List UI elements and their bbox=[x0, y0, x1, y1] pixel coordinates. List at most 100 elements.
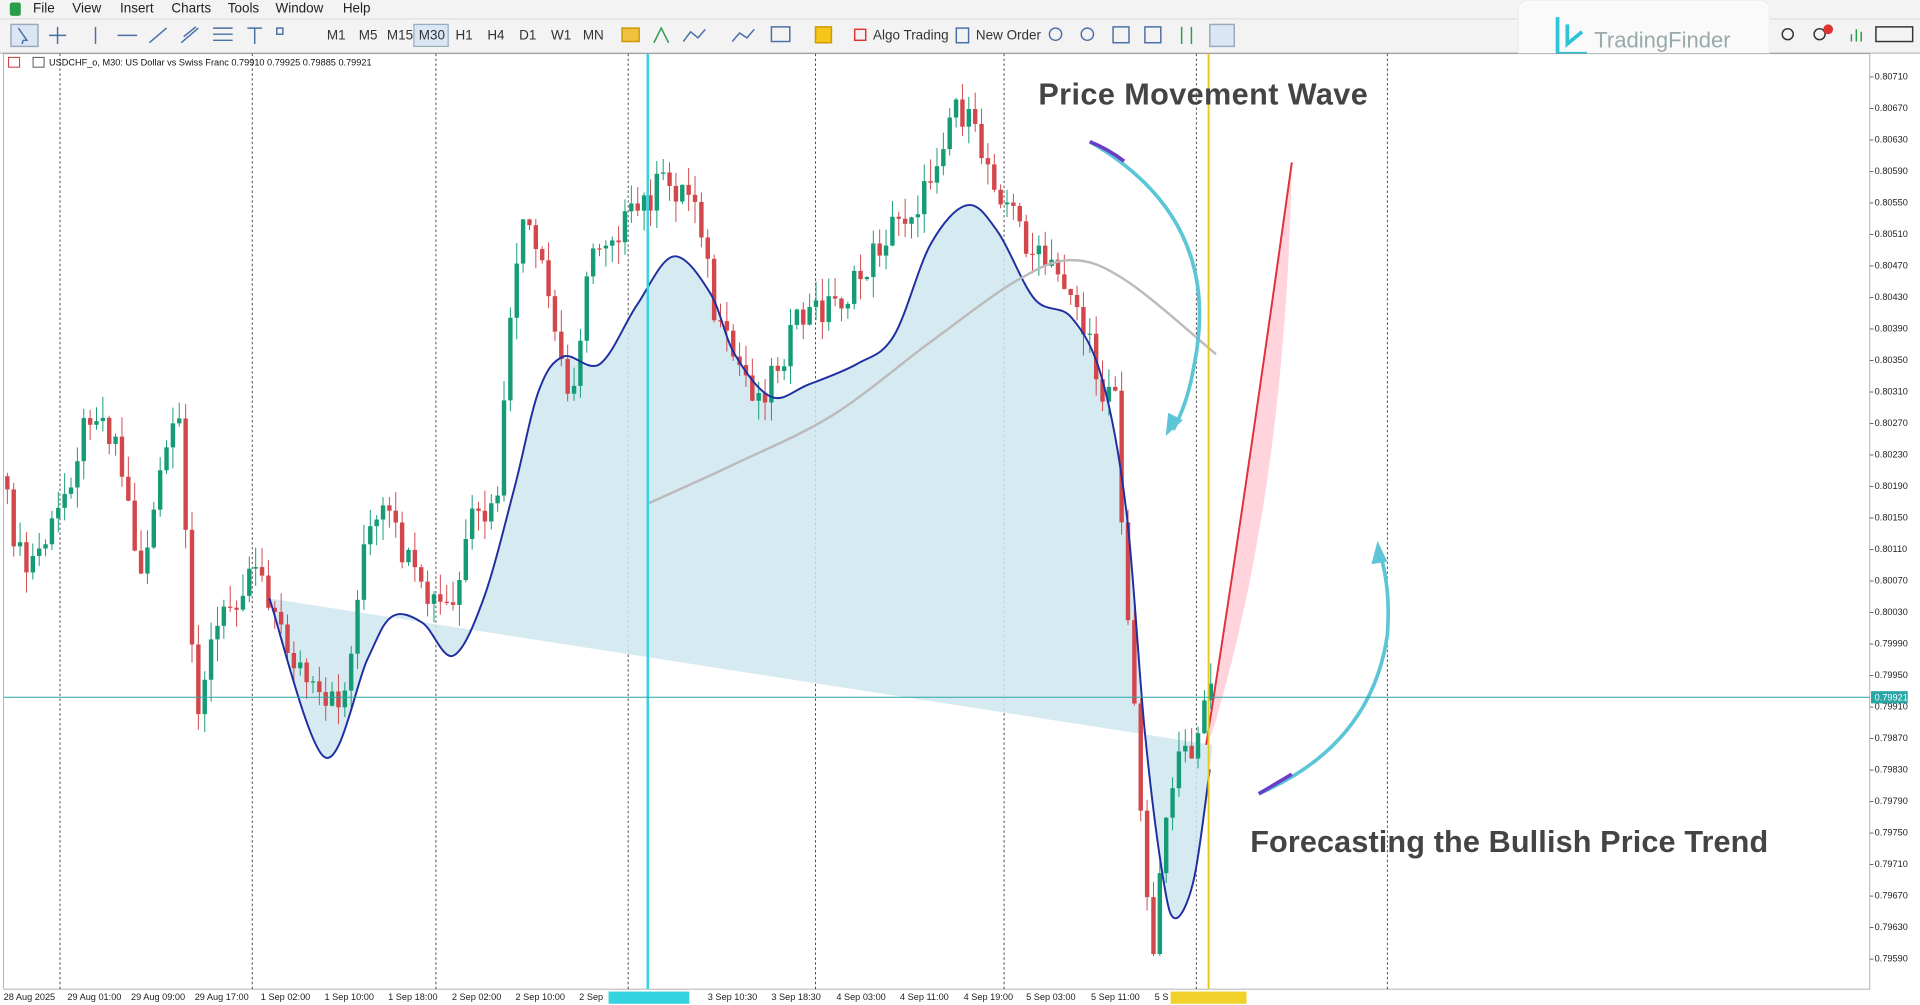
account-icon[interactable] bbox=[1875, 26, 1914, 43]
timeframe[interactable]: M1 bbox=[327, 28, 346, 43]
candle-body bbox=[699, 201, 704, 238]
candle-body bbox=[278, 611, 284, 625]
text-icon[interactable] bbox=[247, 27, 263, 44]
candle-body bbox=[177, 418, 182, 424]
candle-body bbox=[711, 258, 717, 321]
candle-body bbox=[151, 509, 156, 548]
separator bbox=[0, 18, 1920, 20]
timeframe[interactable]: W1 bbox=[551, 28, 571, 43]
candle-body bbox=[1144, 810, 1150, 898]
timeframe[interactable]: MN bbox=[583, 28, 604, 43]
new-order[interactable]: New Order bbox=[976, 28, 1042, 43]
candle-body bbox=[972, 109, 978, 124]
candle-body bbox=[1093, 333, 1099, 380]
candle-body bbox=[444, 601, 449, 603]
candle-body bbox=[832, 296, 838, 299]
y-tick-label: 0.79670 bbox=[1875, 891, 1908, 901]
timeframe[interactable]: M30 bbox=[419, 28, 445, 43]
candle-body bbox=[30, 555, 36, 573]
candle-body bbox=[87, 418, 93, 425]
timeframe[interactable]: D1 bbox=[519, 28, 536, 43]
search-icon[interactable] bbox=[1781, 27, 1794, 41]
algo-trading[interactable]: Algo Trading bbox=[873, 28, 949, 43]
y-tick-label: 0.80190 bbox=[1875, 481, 1908, 491]
candle-body bbox=[259, 567, 265, 576]
signal-icon bbox=[1850, 29, 1862, 42]
candle-body bbox=[966, 109, 972, 127]
y-tick-label: 0.79950 bbox=[1875, 670, 1908, 680]
plot bbox=[3, 53, 1870, 990]
candle-body bbox=[100, 417, 106, 422]
candle-body bbox=[469, 508, 475, 539]
app-icon bbox=[9, 2, 21, 16]
y-tick-label: 0.80670 bbox=[1875, 103, 1908, 113]
candle-body bbox=[750, 375, 755, 401]
candle-body bbox=[138, 550, 144, 574]
menu-item[interactable]: Tools bbox=[228, 1, 260, 16]
candle-body bbox=[565, 359, 570, 394]
candle-body bbox=[355, 599, 360, 654]
timeframe[interactable]: H4 bbox=[487, 28, 505, 43]
candle-body bbox=[508, 317, 513, 401]
fibo-icon[interactable] bbox=[213, 27, 233, 42]
current-price: 0.79921 bbox=[1875, 692, 1908, 702]
candle-body bbox=[1017, 205, 1022, 222]
candle-body bbox=[189, 529, 195, 645]
menu-item[interactable]: Help bbox=[343, 1, 371, 16]
candle-body bbox=[285, 624, 290, 653]
y-tick-label: 0.79910 bbox=[1875, 701, 1908, 711]
candle-body bbox=[1011, 202, 1016, 206]
shapes-icon[interactable] bbox=[276, 27, 284, 35]
menu-item[interactable]: File bbox=[33, 1, 55, 16]
channel-icon[interactable] bbox=[180, 26, 199, 44]
menu-item[interactable]: View bbox=[72, 1, 101, 16]
candle-body bbox=[909, 217, 914, 224]
profiles-icon[interactable] bbox=[621, 27, 640, 43]
y-tick-label: 0.79990 bbox=[1875, 638, 1908, 648]
x-tick-label: 2 Sep 02:00 bbox=[452, 992, 501, 1002]
order-icon[interactable] bbox=[955, 27, 970, 44]
trendline-icon[interactable] bbox=[148, 27, 168, 44]
candle-body bbox=[590, 248, 596, 277]
candle-body bbox=[164, 447, 169, 471]
candle-body bbox=[610, 240, 615, 246]
chart-type-icon[interactable] bbox=[731, 28, 755, 42]
candle-body bbox=[412, 549, 418, 568]
zoom-in-icon[interactable] bbox=[1048, 27, 1063, 42]
timeframe[interactable]: M15 bbox=[387, 28, 413, 43]
notifications-icon[interactable] bbox=[1813, 27, 1826, 41]
menu-item[interactable]: Window bbox=[276, 1, 324, 16]
arrow-tail bbox=[1257, 772, 1293, 796]
candle-body bbox=[234, 607, 239, 610]
candle-body bbox=[157, 470, 163, 510]
candle-body bbox=[228, 606, 233, 608]
candle-body bbox=[342, 690, 348, 708]
timeframe[interactable]: H1 bbox=[456, 28, 473, 43]
grid-icon[interactable] bbox=[1112, 26, 1130, 44]
tile-icon[interactable] bbox=[1144, 26, 1162, 44]
timeframe[interactable]: M5 bbox=[359, 28, 378, 43]
algo-icon[interactable] bbox=[853, 28, 867, 42]
y-tick-label: 0.80150 bbox=[1875, 512, 1908, 522]
indicators-icon[interactable] bbox=[653, 26, 670, 44]
y-tick-label: 0.80510 bbox=[1875, 229, 1908, 239]
menu-item[interactable]: Charts bbox=[171, 1, 211, 16]
candle-body bbox=[724, 321, 730, 331]
x-tick-label: 28 Aug 2025 bbox=[4, 992, 56, 1002]
y-tick-label: 0.80550 bbox=[1875, 197, 1908, 207]
autoscroll-icon[interactable] bbox=[1180, 26, 1193, 44]
template-icon[interactable] bbox=[770, 26, 791, 43]
candle-body bbox=[1074, 294, 1080, 308]
candle-body bbox=[813, 300, 819, 307]
zoom-out-icon[interactable] bbox=[1080, 27, 1095, 42]
line-icon[interactable] bbox=[682, 28, 706, 42]
market-icon[interactable] bbox=[814, 26, 833, 44]
candle-body bbox=[43, 544, 48, 549]
menu-item[interactable]: Insert bbox=[120, 1, 154, 16]
select-tool[interactable] bbox=[10, 23, 39, 48]
crosshair-icon[interactable] bbox=[48, 26, 67, 44]
shift-icon[interactable] bbox=[1209, 23, 1236, 48]
x-tick-label: 5 S bbox=[1155, 992, 1169, 1002]
candle-body bbox=[781, 366, 787, 371]
candle-body bbox=[788, 324, 793, 367]
